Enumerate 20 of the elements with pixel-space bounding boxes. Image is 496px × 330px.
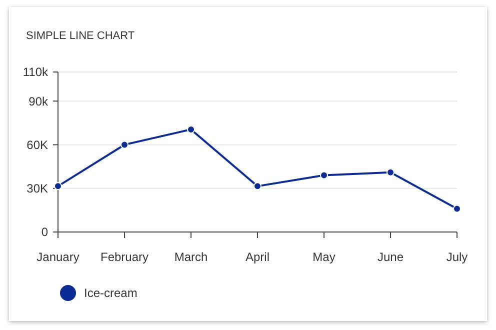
point	[254, 182, 262, 190]
y-tick-label: 60K	[26, 138, 48, 152]
y-tick-label: 30K	[26, 182, 48, 196]
point	[320, 171, 328, 180]
x-tick-label: April	[245, 250, 270, 264]
x-tick-label: January	[36, 250, 80, 264]
point	[386, 168, 394, 176]
point	[120, 140, 128, 149]
chart-title: SIMPLE LINE CHART	[26, 30, 135, 42]
x-tick-label: May	[312, 250, 336, 264]
y-tick-label: 110k	[22, 65, 49, 80]
x-tick-label: February	[100, 250, 149, 264]
point	[54, 182, 62, 190]
y-tick-label: 0	[41, 225, 48, 240]
y-tick-label: 90k	[28, 94, 49, 108]
point	[453, 204, 461, 213]
x-tick-label: July	[446, 250, 468, 264]
legend-label: Ice-cream	[84, 286, 138, 300]
x-tick-label: June	[377, 250, 404, 264]
x-tick-label: March	[174, 250, 208, 264]
